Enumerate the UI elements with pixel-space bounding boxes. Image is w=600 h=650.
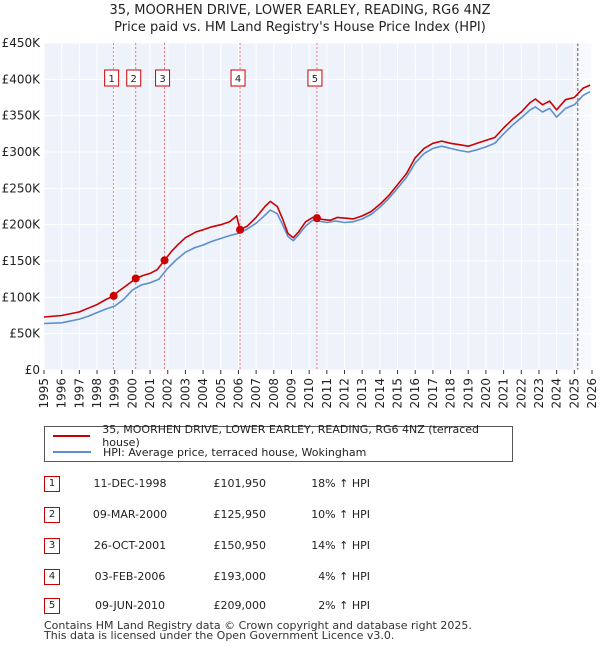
x-tick-label: 2008 [267,378,281,409]
x-tick-label: 2019 [461,378,475,409]
sale-point [236,225,245,234]
sale-price: £209,000 [213,599,267,612]
sale-hpi-diff: 4% ↑ HPI [318,570,370,583]
y-tick-label: £50K [9,327,41,341]
sale-point [131,274,140,283]
y-tick-label: £100K [2,290,42,304]
x-tick-label: 2024 [550,378,564,409]
sale-date: 26-OCT-2001 [93,539,167,552]
x-tick-label: 2022 [514,378,528,409]
x-tick-label: 2011 [320,378,334,409]
y-tick-label: £0 [25,363,40,377]
sale-hpi-diff: 14% ↑ HPI [311,539,370,552]
sale-price: £125,950 [213,508,267,521]
sale-number-badge: 2 [44,507,60,523]
footer: Contains HM Land Registry data © Crown c… [44,619,472,642]
sale-price: £101,950 [213,477,267,490]
x-tick-label: 2010 [302,378,316,409]
chart-subtitle: Price paid vs. HM Land Registry's House … [114,20,486,35]
y-tick-label: £450K [2,36,42,50]
sale-marker-box [104,69,120,87]
sale-number-badge: 3 [44,538,60,554]
x-tick-label: 1996 [55,378,69,409]
legend-item-hpi: HPI: Average price, terraced house, Woki… [45,444,366,460]
x-tick-label: 2020 [479,378,493,409]
x-tick-label: 2006 [231,378,245,409]
x-tick-label: 2023 [532,378,546,409]
sale-date: 09-JUN-2010 [94,599,166,612]
sale-marker-box [126,69,142,87]
x-tick-label: 2004 [196,378,210,409]
sale-hpi-diff: 2% ↑ HPI [318,599,370,612]
legend: 35, MOORHEN DRIVE, LOWER EARLEY, READING… [44,423,513,462]
y-tick-label: £300K [2,145,42,159]
table-row: 2 09-MAR-2000 £125,950 10% ↑ HPI [0,507,600,527]
sale-marker-label: 3 [159,74,165,85]
x-tick-label: 1995 [37,378,51,409]
sale-marker-label: 2 [131,74,137,85]
table-row: 4 03-FEB-2006 £193,000 4% ↑ HPI [0,569,600,589]
x-tick-label: 1997 [72,378,86,409]
table-row: 1 11-DEC-1998 £101,950 18% ↑ HPI [0,476,600,496]
y-tick-label: £350K [2,109,42,123]
x-tick-label: 2017 [426,378,440,409]
sale-point [312,214,321,223]
x-tick-label: 2025 [567,378,581,409]
sale-hpi-diff: 18% ↑ HPI [311,477,370,490]
legend-item-property: 35, MOORHEN DRIVE, LOWER EARLEY, READING… [45,423,512,449]
legend-label-hpi: HPI: Average price, terraced house, Woki… [103,445,367,459]
legend-swatch-property [53,435,91,437]
footer-copyright: Contains HM Land Registry data © Crown c… [44,619,472,632]
sale-number-badge: 1 [44,476,60,492]
sale-marker-label: 5 [312,74,318,85]
x-tick-label: 2009 [284,378,298,409]
x-tick-label: 2005 [214,378,228,409]
sale-marker-label: 4 [235,74,241,85]
sale-point [160,256,169,265]
x-tick-label: 2001 [143,378,157,409]
sale-number-badge: 4 [44,569,60,585]
table-row: 3 26-OCT-2001 £150,950 14% ↑ HPI [0,538,600,558]
chart-title: 35, MOORHEN DRIVE, LOWER EARLEY, READING… [109,3,491,18]
x-tick-label: 2021 [497,378,511,409]
footer-licence: This data is licensed under the Open Gov… [44,629,395,642]
sale-marker-box [307,69,323,87]
x-tick-label: 1998 [90,378,104,409]
x-tick-label: 2007 [249,378,263,409]
legend-swatch-hpi [53,451,91,453]
x-tick-label: 2014 [373,378,387,409]
x-tick-label: 2003 [178,378,192,409]
sale-number-badge: 5 [44,598,60,614]
x-tick-label: 2016 [408,378,422,409]
sale-price: £193,000 [213,570,267,583]
sale-marker-box [155,69,171,87]
x-tick-label: 2013 [355,378,369,409]
sale-date: 03-FEB-2006 [94,570,166,583]
sale-price: £150,950 [213,539,267,552]
x-tick-label: 2012 [338,378,352,409]
x-tick-label: 2002 [161,378,175,409]
forecast-region [577,43,592,370]
x-tick-label: 2018 [444,378,458,409]
x-tick-label: 2000 [125,378,139,409]
price-chart: 1 2 3 4 5 £0 £50K £100K £150K £200K £250K £300K £350… [2,36,599,409]
x-tick-label: 2015 [391,378,405,409]
sale-date: 09-MAR-2000 [92,508,168,521]
sale-marker-box [230,69,246,87]
y-tick-label: £150K [2,254,42,268]
sale-point [109,291,118,300]
legend-label-property: 35, MOORHEN DRIVE, LOWER EARLEY, READING… [102,423,480,449]
y-tick-label: £400K [2,72,42,86]
sale-marker-label: 1 [108,74,114,85]
table-row: 5 09-JUN-2010 £209,000 2% ↑ HPI [0,598,600,618]
plot-area [44,43,592,370]
x-tick-label: 2026 [585,378,599,409]
x-tick-label: 1999 [108,378,122,409]
sale-hpi-diff: 10% ↑ HPI [311,508,370,521]
y-tick-label: £200K [2,218,42,232]
sale-date: 11-DEC-1998 [93,477,167,490]
series-line-property [43,84,591,318]
y-tick-label: £250K [2,181,42,195]
